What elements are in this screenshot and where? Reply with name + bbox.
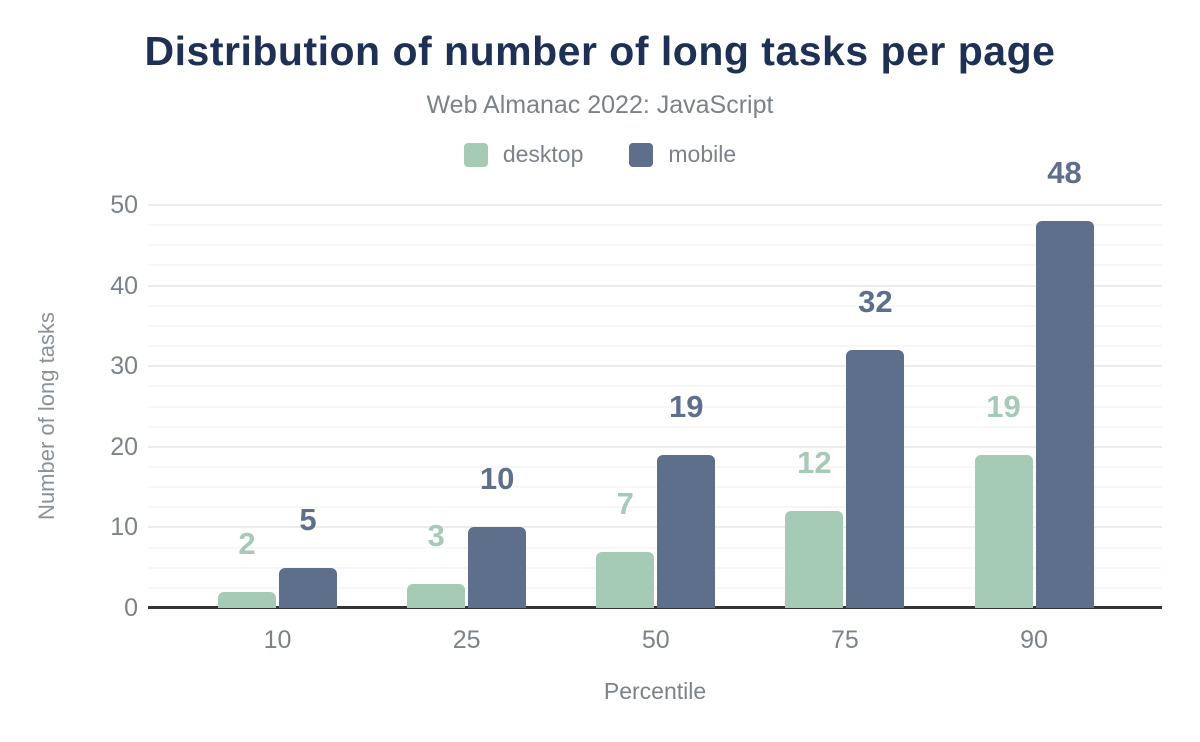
bar-desktop-25 — [407, 583, 466, 608]
bar-label-desktop-90: 19 — [986, 388, 1021, 424]
legend-item-mobile: mobile — [629, 141, 736, 168]
gridline-major-20 — [148, 445, 1162, 448]
gridline-minor-37.5 — [148, 304, 1162, 307]
x-tick-label-25: 25 — [452, 626, 481, 654]
bar-mobile-10 — [279, 567, 337, 608]
bar-desktop-50 — [596, 551, 655, 608]
gridline-minor-22.5 — [148, 425, 1162, 428]
gridline-minor-35 — [148, 324, 1162, 327]
legend: desktop mobile — [0, 141, 1200, 168]
bar-label-desktop-25: 3 — [427, 517, 445, 553]
bar-desktop-10 — [218, 591, 276, 608]
gridline-major-50 — [148, 204, 1162, 206]
legend-label-mobile: mobile — [668, 141, 737, 167]
y-tick-label-30: 30 — [110, 352, 138, 381]
bar-mobile-75 — [846, 350, 905, 608]
bar-label-mobile-25: 10 — [479, 461, 515, 497]
bar-label-mobile-50: 19 — [669, 388, 704, 424]
y-axis-title: Number of long tasks — [34, 312, 59, 520]
y-tick-label-20: 20 — [110, 432, 138, 461]
bar-label-mobile-75: 32 — [858, 284, 893, 320]
gridline-minor-5 — [148, 566, 1162, 569]
bar-desktop-75 — [785, 511, 844, 608]
y-tick-label-50: 50 — [110, 191, 138, 219]
legend-item-desktop: desktop — [463, 141, 584, 168]
y-tick-label-10: 10 — [110, 513, 138, 542]
chart-title: Distribution of number of long tasks per… — [144, 28, 1056, 74]
x-tick-label-10: 10 — [263, 626, 292, 654]
gridline-minor-2.5 — [148, 586, 1162, 589]
gridline-minor-47.5 — [148, 224, 1162, 227]
mobile-swatch-icon — [629, 142, 654, 167]
bar-mobile-90 — [1035, 221, 1094, 608]
bar-label-desktop-75: 12 — [797, 445, 832, 481]
bar-label-mobile-10: 5 — [299, 501, 317, 537]
x-axis-title: Percentile — [603, 678, 707, 704]
bar-label-desktop-50: 7 — [616, 485, 634, 521]
gridline-minor-12.5 — [148, 506, 1162, 509]
gridline-major-30 — [148, 365, 1162, 368]
bar-mobile-25 — [468, 527, 527, 608]
x-tick-label-90: 90 — [1020, 626, 1048, 654]
bar-label-mobile-90: 48 — [1047, 155, 1082, 191]
y-tick-label-40: 40 — [110, 271, 138, 300]
y-tick-label-0: 0 — [124, 594, 138, 622]
gridline-minor-15 — [148, 486, 1162, 489]
gridline-minor-17.5 — [148, 465, 1162, 468]
gridline-major-40 — [148, 284, 1162, 287]
gridline-minor-25 — [148, 405, 1162, 408]
x-tick-label-50: 50 — [641, 626, 670, 654]
bar-label-desktop-10: 2 — [238, 525, 256, 561]
chart-subtitle: Web Almanac 2022: JavaScript — [426, 91, 774, 119]
gridline-minor-27.5 — [148, 385, 1162, 388]
desktop-swatch-icon — [463, 142, 488, 167]
gridline-minor-7.5 — [148, 546, 1162, 549]
x-axis-line — [148, 606, 1162, 609]
bar-mobile-50 — [657, 454, 716, 608]
gridline-minor-42.5 — [148, 264, 1162, 267]
gridline-minor-45 — [148, 244, 1162, 247]
bar-desktop-90 — [974, 454, 1033, 608]
gridline-minor-32.5 — [148, 345, 1162, 348]
legend-label-desktop: desktop — [502, 141, 584, 167]
x-tick-label-75: 75 — [830, 626, 859, 654]
gridline-major-10 — [148, 526, 1162, 529]
